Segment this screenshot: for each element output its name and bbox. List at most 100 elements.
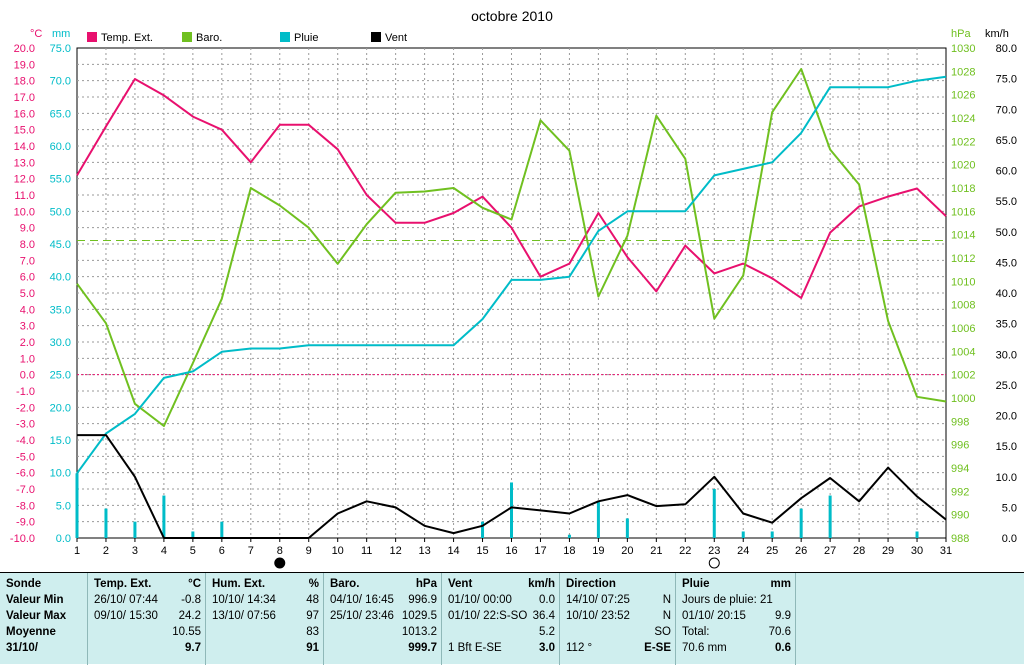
temp-tick-label: 17.0 bbox=[14, 92, 35, 104]
summary-row-label: Valeur Max bbox=[6, 610, 67, 622]
wind-tick-label: 70.0 bbox=[996, 104, 1017, 116]
baro-tick-label: 1000 bbox=[951, 393, 975, 405]
summary-time: 26/10/ 07:44 bbox=[94, 594, 158, 606]
x-tick-label: 20 bbox=[621, 545, 633, 557]
summary-value: 9.9 bbox=[775, 610, 791, 622]
summary-col-temp: Temp. Ext. °C 26/10/ 07:44 -0.8 09/10/ 15:… bbox=[88, 573, 206, 665]
x-tick-label: 6 bbox=[219, 545, 225, 557]
rain-bar bbox=[828, 495, 832, 538]
temp-tick-label: 12.0 bbox=[14, 174, 35, 186]
wind-tick-label: 45.0 bbox=[996, 257, 1017, 269]
chart-title: octobre 2010 bbox=[471, 8, 553, 24]
summary-col-vent: Vent km/h 01/10/ 00:00 0.0 01/10/ 22:S-SO 3… bbox=[442, 573, 560, 665]
summary-time: 01/10/ 00:00 bbox=[448, 594, 512, 606]
temp-tick-label: 14.0 bbox=[14, 141, 35, 153]
summary-header: Pluie bbox=[682, 578, 710, 590]
summary-value: 1029.5 bbox=[401, 610, 437, 622]
baro-tick-label: 1020 bbox=[951, 160, 975, 172]
temp-tick-label: -10.0 bbox=[10, 533, 35, 545]
rain-bar bbox=[799, 508, 803, 538]
temp-tick-label: 19.0 bbox=[14, 59, 35, 71]
legend-label: Vent bbox=[385, 32, 407, 44]
rain-tick-label: 10.0 bbox=[50, 468, 71, 480]
temp-tick-label: 10.0 bbox=[14, 206, 35, 218]
x-tick-label: 22 bbox=[679, 545, 691, 557]
rain-tick-label: 25.0 bbox=[50, 370, 71, 382]
baro-tick-label: 994 bbox=[951, 463, 969, 475]
summary-value: 83 bbox=[306, 626, 319, 638]
baro-tick-label: 1028 bbox=[951, 66, 975, 78]
summary-unit: hPa bbox=[415, 578, 437, 590]
wind-tick-label: 75.0 bbox=[996, 74, 1017, 86]
legend-label: Temp. Ext. bbox=[101, 32, 153, 44]
summary-value: 91 bbox=[306, 642, 319, 654]
baro-tick-label: 1016 bbox=[951, 206, 975, 218]
x-tick-label: 13 bbox=[418, 545, 430, 557]
x-tick-label: 29 bbox=[882, 545, 894, 557]
summary-value: 10.55 bbox=[172, 626, 201, 638]
summary-value: -0.8 bbox=[181, 594, 201, 606]
baro-tick-label: 1008 bbox=[951, 300, 975, 312]
wind-tick-label: 15.0 bbox=[996, 441, 1017, 453]
weather-chart: 1 2 3 4 5 6 7 8 9 10 11 12 13 14 15 16 17 18 19 20 21 22 23 24 2… bbox=[10, 8, 1017, 569]
chart-axes: 1 2 3 4 5 6 7 8 9 10 11 12 13 14 15 16 17 18 19 20 21 22 23 24 2… bbox=[10, 28, 1017, 557]
baro-tick-label: 1004 bbox=[951, 346, 975, 358]
summary-header: Temp. Ext. bbox=[94, 578, 152, 590]
summary-col-empty bbox=[796, 573, 1024, 665]
temp-tick-label: -7.0 bbox=[16, 484, 35, 496]
temp-tick-label: -5.0 bbox=[16, 451, 35, 463]
summary-time: 04/10/ 16:45 bbox=[330, 594, 394, 606]
baro-tick-label: 1030 bbox=[951, 43, 975, 55]
reference-lines bbox=[77, 240, 946, 376]
summary-value: 70.6 bbox=[768, 626, 791, 638]
summary-panel: Sonde Valeur Min Valeur Max Moyenne 31/1… bbox=[0, 572, 1024, 665]
wind-tick-label: 0.0 bbox=[1002, 533, 1017, 545]
rain-tick-label: 75.0 bbox=[50, 43, 71, 55]
x-tick-label: 5 bbox=[190, 545, 196, 557]
temp-tick-label: 8.0 bbox=[20, 239, 35, 251]
summary-value: N bbox=[662, 594, 671, 606]
rain-bar bbox=[162, 495, 166, 538]
summary-value: 97 bbox=[306, 610, 319, 622]
rain-tick-label: 40.0 bbox=[50, 272, 71, 284]
rain-bar bbox=[915, 531, 919, 538]
baro-tick-label: 1012 bbox=[951, 253, 975, 265]
temp-tick-label: -3.0 bbox=[16, 419, 35, 431]
summary-row-label: 31/10/ bbox=[6, 642, 38, 654]
summary-unit: °C bbox=[188, 578, 201, 590]
x-tick-label: 17 bbox=[534, 545, 546, 557]
baro-tick-label: 996 bbox=[951, 440, 969, 452]
x-tick-label: 31 bbox=[940, 545, 952, 557]
summary-time: 10/10/ 14:34 bbox=[212, 594, 276, 606]
x-tick-label: 9 bbox=[306, 545, 312, 557]
full-moon-icon bbox=[708, 557, 720, 569]
summary-value: 36.4 bbox=[532, 610, 555, 622]
series-line-0 bbox=[76, 78, 947, 299]
legend-swatch bbox=[371, 32, 381, 42]
temp-tick-label: 16.0 bbox=[14, 108, 35, 120]
baro-tick-label: 990 bbox=[951, 510, 969, 522]
moon-phase-icons bbox=[274, 557, 720, 569]
summary-col-direction: Direction 14/10/ 07:25 N 10/10/ 23:52 N SO… bbox=[560, 573, 676, 665]
baro-tick-label: 1010 bbox=[951, 276, 975, 288]
rain-tick-label: 35.0 bbox=[50, 304, 71, 316]
rain-bar bbox=[510, 482, 513, 538]
temp-tick-label: 18.0 bbox=[14, 76, 35, 88]
legend-label: Pluie bbox=[294, 32, 318, 44]
rain-bar bbox=[220, 521, 224, 538]
x-tick-label: 11 bbox=[361, 545, 372, 557]
summary-time: 14/10/ 07:25 bbox=[566, 594, 630, 606]
x-tick-label: 24 bbox=[737, 545, 749, 557]
summary-value: 996.9 bbox=[408, 594, 437, 606]
temp-tick-label: 3.0 bbox=[20, 321, 35, 333]
legend-swatch bbox=[87, 32, 97, 42]
summary-time: 09/10/ 15:30 bbox=[94, 610, 158, 622]
rain-bar bbox=[741, 531, 745, 538]
wind-tick-label: 30.0 bbox=[996, 349, 1017, 361]
wind-tick-label: 40.0 bbox=[996, 288, 1017, 300]
wind-tick-label: 80.0 bbox=[996, 43, 1017, 55]
wind-tick-label: 65.0 bbox=[996, 135, 1017, 147]
x-tick-label: 16 bbox=[505, 545, 517, 557]
x-tick-label: 14 bbox=[447, 545, 459, 557]
summary-value: E-SE bbox=[644, 642, 671, 654]
